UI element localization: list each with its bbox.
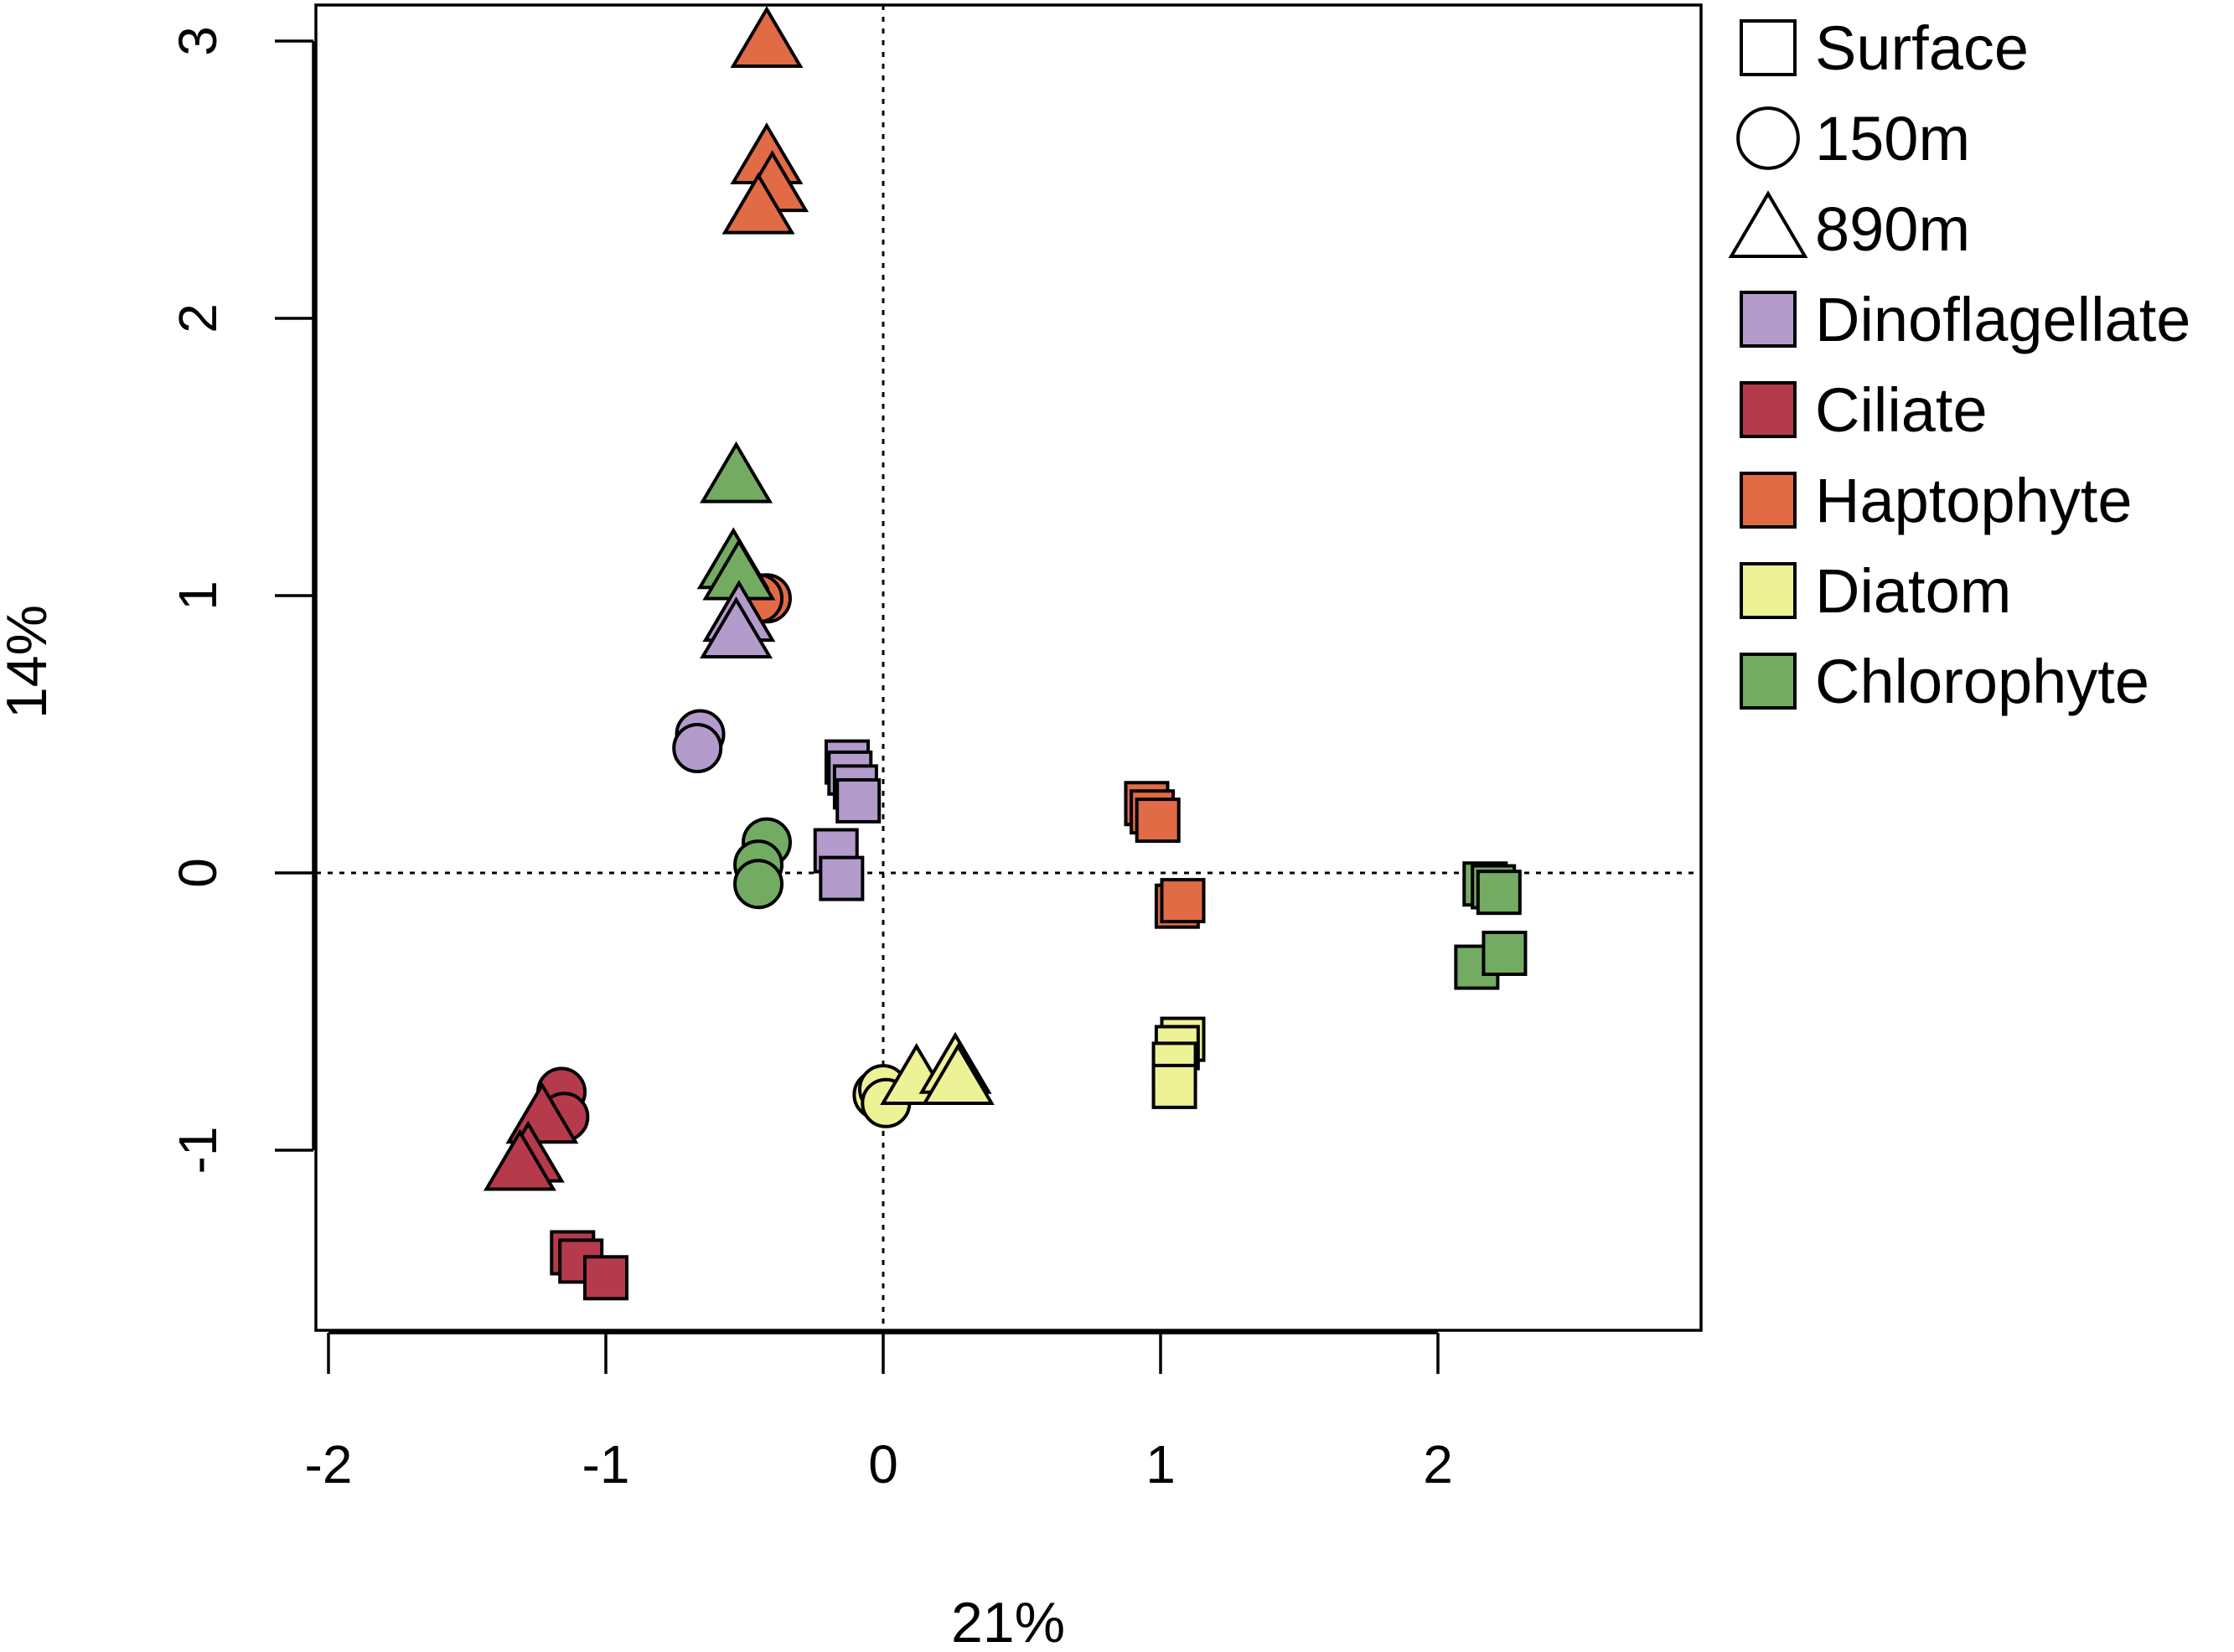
legend-item-chlorophyte: Chlorophyte: [1740, 647, 2149, 716]
point-haptophyte-surface: [1160, 878, 1206, 924]
legend-label: 150m: [1815, 104, 1970, 173]
point-ciliate-890m: [483, 1128, 556, 1191]
legend-item-ciliate: Ciliate: [1740, 375, 1988, 445]
point-haptophyte-890m: [730, 6, 804, 68]
y-tick-label: 1: [168, 581, 228, 611]
x-axis: -2 -1 0 1 2: [305, 1331, 1453, 1495]
point-chlorophyte-890m: [700, 441, 773, 503]
legend-circle-key: [1736, 106, 1800, 170]
point-dinoflagellate-surface: [835, 777, 882, 823]
x-tick-label: 0: [868, 1434, 898, 1495]
x-tick-label: 2: [1423, 1434, 1453, 1495]
legend-square-key: [1740, 381, 1797, 438]
x-tick-label: -2: [305, 1434, 353, 1495]
legend-label: 890m: [1815, 194, 1970, 264]
point-dinoflagellate-150m: [672, 723, 723, 774]
legend-label: Surface: [1815, 13, 2029, 83]
point-chlorophyte-surface: [1476, 870, 1522, 916]
legend-item-890m: 890m: [1728, 190, 1970, 264]
data-points: [483, 6, 1528, 1301]
legend-label: Diatom: [1815, 556, 2011, 626]
point-chlorophyte-surface: [1482, 930, 1528, 976]
legend-item-diatom: Diatom: [1740, 556, 2011, 626]
plot-frame: [314, 3, 1703, 1332]
point-diatom-surface: [1151, 1063, 1197, 1109]
legend-label: Chlorophyte: [1815, 647, 2149, 716]
legend-triangle-key: [1728, 190, 1808, 258]
point-chlorophyte-150m: [733, 859, 784, 910]
legend: Surface 150m 890m Dinoflagellate Ciliate Hapt…: [1728, 13, 2190, 716]
y-tick-label: 0: [168, 858, 228, 888]
y-tick-label: 2: [168, 303, 228, 333]
legend-label: Haptophyte: [1815, 466, 2133, 535]
x-tick-label: -1: [582, 1434, 630, 1495]
legend-item-surface: Surface: [1740, 13, 2029, 83]
point-ciliate-surface: [583, 1255, 628, 1301]
legend-square-key: [1740, 291, 1797, 348]
y-axis-title: 14%: [0, 605, 59, 719]
legend-item-haptophyte: Haptophyte: [1740, 466, 2133, 535]
y-tick-label: -1: [168, 1127, 228, 1174]
point-diatom-890m: [921, 1042, 995, 1105]
legend-square-key: [1740, 19, 1797, 76]
point-dinoflagellate-890m: [700, 596, 773, 659]
y-axis: -1 0 1 2 3: [168, 26, 315, 1174]
legend-square-key: [1740, 472, 1797, 529]
legend-item-150m: 150m: [1736, 104, 1970, 173]
point-haptophyte-890m: [721, 172, 795, 235]
legend-label: Ciliate: [1815, 375, 1988, 445]
legend-item-dinoflagellate: Dinoflagellate: [1740, 285, 2190, 354]
legend-square-key: [1740, 562, 1797, 619]
y-tick-label: 3: [168, 26, 228, 56]
legend-square-key: [1740, 653, 1797, 710]
point-haptophyte-surface: [1135, 798, 1181, 844]
legend-label: Dinoflagellate: [1815, 285, 2190, 354]
x-tick-label: 1: [1145, 1434, 1176, 1495]
x-axis-title: 21%: [951, 1591, 1065, 1652]
point-dinoflagellate-surface: [819, 855, 865, 901]
